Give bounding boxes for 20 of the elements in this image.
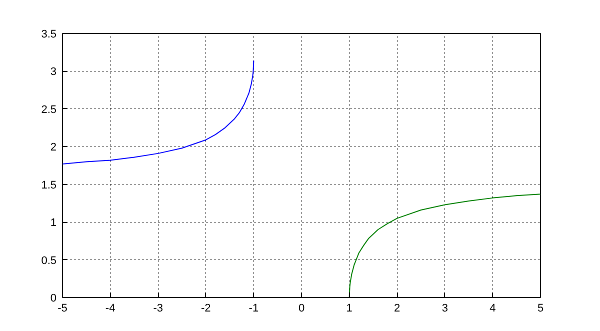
x-tick-label: -2 (201, 302, 211, 314)
x-tick-label: -5 (58, 302, 68, 314)
x-tick-label: -3 (153, 302, 163, 314)
line-series (62, 60, 254, 164)
y-tick-label: 0 (50, 292, 57, 304)
x-tick-label: -1 (248, 302, 259, 314)
x-tick-label: 1 (346, 302, 352, 314)
x-tick-label: 3 (442, 302, 448, 314)
y-tick-label: 2 (50, 142, 57, 154)
x-tick-label: 0 (298, 302, 305, 314)
x-tick-label: -4 (105, 302, 116, 314)
y-tick-label: 1 (50, 217, 57, 230)
y-tick-label: 3 (50, 66, 57, 78)
x-tick-label: 2 (394, 302, 400, 314)
y-tick-label: 0.5 (41, 254, 57, 267)
y-tick-label: 3.5 (41, 28, 57, 40)
x-tick-label: 5 (537, 302, 544, 314)
x-tick-label: 4 (490, 302, 496, 314)
y-tick-label: 1.5 (41, 179, 57, 192)
y-tick-label: 2.5 (41, 104, 57, 116)
